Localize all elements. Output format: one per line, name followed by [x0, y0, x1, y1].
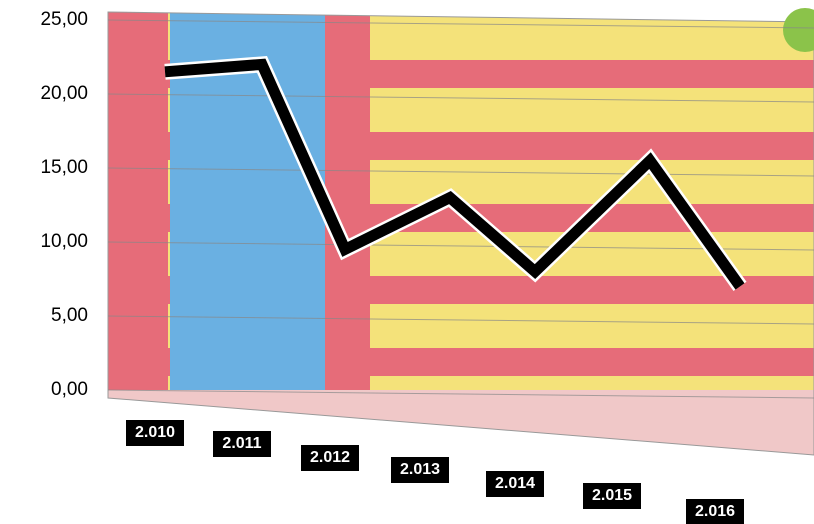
- x-tick-label: 2.010: [135, 424, 175, 441]
- x-tick-box: [301, 445, 359, 471]
- grid-line: [107, 19, 814, 29]
- grid-line: [107, 241, 814, 251]
- grid-line: [107, 93, 814, 103]
- labels: 0,00 5,00 10,00 15,00 20,00 25,00 2.010 2.011 2.…: [40, 9, 744, 524]
- x-tick-label: 2.014: [495, 475, 535, 492]
- plot-frame: [107, 11, 814, 456]
- y-tick-label: 0,00: [51, 379, 88, 400]
- x-tick: 2.012: [301, 445, 359, 471]
- x-tick: 2.015: [583, 483, 641, 509]
- x-tick-label: 2.013: [400, 461, 440, 478]
- y-tick-label: 20,00: [40, 83, 88, 104]
- x-tick-label: 2.015: [592, 487, 632, 504]
- x-tick-label: 2.011: [222, 435, 261, 452]
- y-tick-label: 5,00: [51, 305, 88, 326]
- y-tick-label: 15,00: [40, 157, 88, 178]
- grid-line: [107, 167, 814, 177]
- corner-decoration: [783, 8, 814, 52]
- x-tick: 2.013: [391, 457, 449, 483]
- x-tick: 2.014: [486, 471, 544, 497]
- x-tick-label: 2.016: [695, 503, 735, 520]
- x-tick-box: [686, 499, 744, 524]
- x-tick: 2.011: [213, 431, 271, 457]
- grid: [107, 19, 814, 399]
- x-tick-box: [486, 471, 544, 497]
- x-tick-box: [126, 420, 184, 446]
- x-tick-box: [213, 431, 271, 457]
- grid-line: [107, 315, 814, 325]
- x-tick: 2.016: [686, 499, 744, 524]
- x-tick-label: 2.012: [310, 449, 350, 466]
- data-line: [164, 58, 745, 290]
- x-tick-box: [391, 457, 449, 483]
- y-tick-label: 10,00: [40, 231, 88, 252]
- y-tick-label: 25,00: [40, 9, 88, 30]
- grid-line: [107, 389, 814, 399]
- x-tick: 2.010: [126, 420, 184, 446]
- x-tick-box: [583, 483, 641, 509]
- series: [164, 55, 747, 292]
